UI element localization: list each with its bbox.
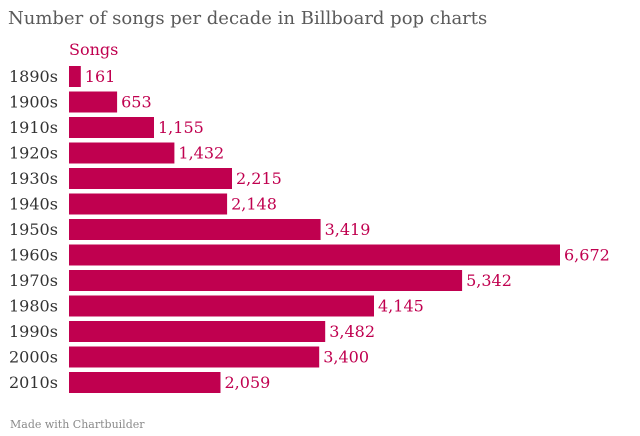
value-label-1920s: 1,432 [178, 144, 224, 163]
value-label-1980s: 4,145 [378, 297, 424, 316]
bar-1900s [69, 91, 118, 113]
bar-2010s [69, 372, 221, 393]
bar-1930s [69, 168, 232, 189]
bar-1990s [69, 321, 326, 342]
value-label-1970s: 5,342 [466, 271, 512, 290]
value-label-1890s: 161 [85, 67, 116, 86]
bar-1980s [69, 295, 374, 317]
value-label-2000s: 3,400 [323, 348, 369, 367]
category-label-1950s: 1950s [9, 220, 58, 239]
value-label-1960s: 6,672 [564, 246, 610, 265]
category-label-1920s: 1920s [9, 144, 58, 163]
category-label-2000s: 2000s [9, 348, 58, 367]
bar-1950s [69, 219, 321, 240]
category-label-1990s: 1990s [9, 322, 58, 341]
category-label-1900s: 1900s [9, 93, 58, 112]
bar-chart: 1890s 161 1900s 653 1910s 1,155 1920s 1,432 1930… [9, 66, 610, 393]
value-label-2010s: 2,059 [225, 373, 271, 392]
bar-1970s [69, 270, 463, 291]
category-label-1940s: 1940s [9, 195, 58, 214]
value-label-1900s: 653 [121, 93, 152, 112]
category-label-1890s: 1890s [9, 67, 58, 86]
category-label-1930s: 1930s [9, 169, 58, 188]
value-label-1940s: 2,148 [231, 195, 277, 214]
bar-1890s [69, 66, 81, 87]
category-label-1970s: 1970s [9, 271, 58, 290]
bar-2000s [69, 346, 320, 368]
category-label-1960s: 1960s [9, 246, 58, 265]
chart-title: Number of songs per decade in Billboard … [8, 8, 488, 29]
value-label-1950s: 3,419 [325, 220, 371, 239]
series-label: Songs [69, 40, 119, 59]
chartbuilder-credit: Made with Chartbuilder [10, 418, 145, 431]
bar-1920s [69, 142, 175, 164]
value-label-1910s: 1,155 [158, 118, 204, 137]
bar-1910s [69, 117, 154, 138]
category-label-2010s: 2010s [9, 373, 58, 392]
value-label-1930s: 2,215 [236, 169, 282, 188]
category-label-1980s: 1980s [9, 297, 58, 316]
bar-1940s [69, 193, 228, 215]
category-label-1910s: 1910s [9, 118, 58, 137]
value-label-1990s: 3,482 [329, 322, 375, 341]
bar-1960s [69, 244, 560, 266]
